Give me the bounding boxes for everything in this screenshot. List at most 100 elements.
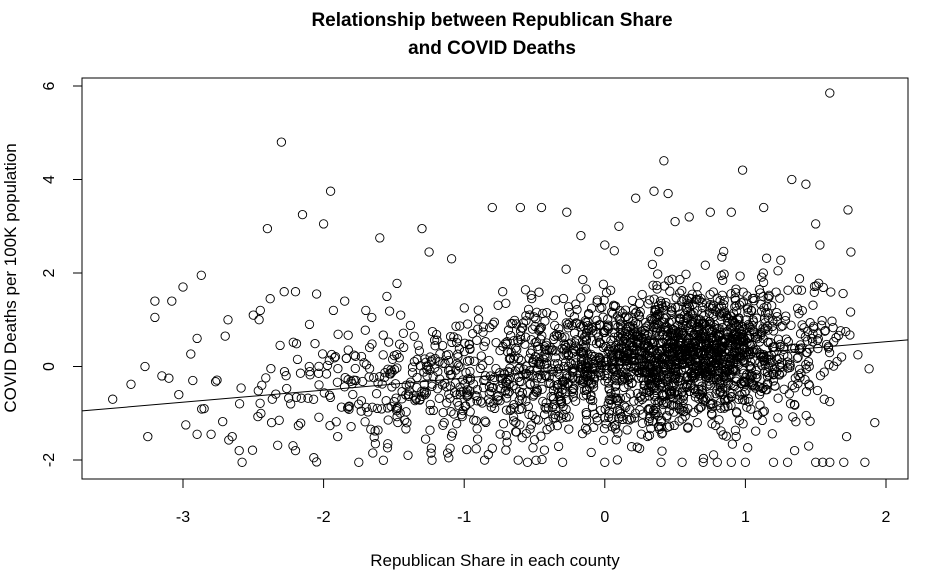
data-point — [628, 342, 638, 352]
data-point — [478, 382, 489, 393]
data-point — [523, 370, 533, 380]
data-point — [503, 325, 514, 335]
data-point — [659, 281, 670, 291]
data-point — [520, 285, 531, 295]
data-point — [167, 296, 177, 306]
data-point — [412, 354, 422, 365]
data-point — [717, 252, 727, 262]
data-point — [698, 453, 709, 464]
data-point — [293, 420, 304, 431]
data-point — [699, 368, 709, 378]
data-point — [788, 412, 798, 422]
data-point — [520, 332, 531, 342]
data-point — [641, 354, 651, 364]
data-point — [392, 363, 402, 373]
data-point — [623, 373, 634, 383]
data-point — [332, 377, 343, 387]
data-point — [535, 323, 545, 333]
data-point — [409, 391, 419, 401]
data-point — [643, 341, 653, 351]
data-point — [554, 411, 564, 421]
data-point — [755, 357, 765, 367]
data-point — [712, 457, 722, 467]
data-point — [750, 333, 761, 343]
data-point — [360, 325, 370, 335]
data-point — [658, 378, 669, 388]
data-point — [715, 386, 726, 396]
data-point — [234, 399, 245, 409]
data-point — [557, 375, 568, 386]
data-point — [808, 300, 818, 310]
data-point — [487, 443, 497, 453]
data-point — [669, 407, 679, 417]
data-point — [261, 373, 271, 383]
data-point — [732, 334, 742, 344]
data-point — [253, 386, 263, 396]
data-point — [661, 362, 671, 373]
data-point — [564, 412, 574, 422]
data-point — [464, 355, 475, 366]
data-point — [694, 322, 704, 332]
data-point — [325, 420, 335, 431]
data-point — [757, 272, 767, 282]
data-point — [682, 313, 693, 323]
data-point — [472, 384, 482, 395]
data-point — [394, 339, 405, 349]
y-tick-label: 6 — [41, 81, 58, 90]
data-point — [407, 362, 418, 372]
data-point — [349, 350, 359, 360]
data-point — [804, 441, 814, 451]
data-point — [509, 315, 520, 326]
data-point — [673, 340, 683, 350]
data-point — [532, 307, 542, 317]
data-point — [827, 316, 837, 326]
data-point — [699, 319, 710, 329]
data-point — [453, 360, 464, 371]
data-point — [164, 373, 174, 383]
data-point — [296, 393, 306, 403]
data-point — [508, 412, 519, 422]
data-point — [670, 372, 681, 382]
data-point — [579, 385, 590, 396]
data-point — [751, 426, 761, 436]
data-point — [318, 219, 329, 229]
data-point — [839, 457, 849, 467]
data-point — [684, 386, 695, 397]
data-point — [534, 287, 544, 297]
data-point — [693, 354, 703, 364]
data-point — [667, 381, 677, 391]
data-point — [419, 386, 429, 396]
data-point — [634, 350, 645, 360]
data-point — [807, 333, 817, 344]
data-point — [719, 308, 729, 318]
data-point — [324, 390, 335, 400]
data-point — [741, 315, 752, 325]
data-point — [708, 399, 718, 409]
data-point — [279, 287, 289, 297]
data-point — [797, 305, 807, 316]
data-point — [712, 344, 723, 354]
data-point — [801, 410, 811, 421]
data-point — [654, 247, 664, 257]
data-point — [685, 380, 695, 391]
data-point — [561, 349, 571, 359]
data-point — [684, 344, 694, 354]
data-point — [825, 88, 835, 98]
data-point — [655, 359, 665, 370]
data-point — [522, 457, 533, 467]
data-point — [774, 360, 785, 370]
data-point — [801, 179, 811, 189]
data-point — [364, 342, 375, 353]
data-point — [442, 398, 452, 408]
data-point — [815, 371, 826, 381]
x-tick-label: -2 — [316, 509, 330, 526]
data-point — [660, 301, 671, 311]
data-point — [469, 356, 479, 366]
data-point — [696, 384, 707, 395]
data-point — [698, 346, 709, 356]
data-point — [629, 364, 639, 374]
data-point — [622, 425, 632, 435]
data-point — [311, 289, 322, 299]
data-point — [343, 345, 353, 355]
chart-title-line-1: Relationship between Republican Share — [311, 10, 672, 31]
